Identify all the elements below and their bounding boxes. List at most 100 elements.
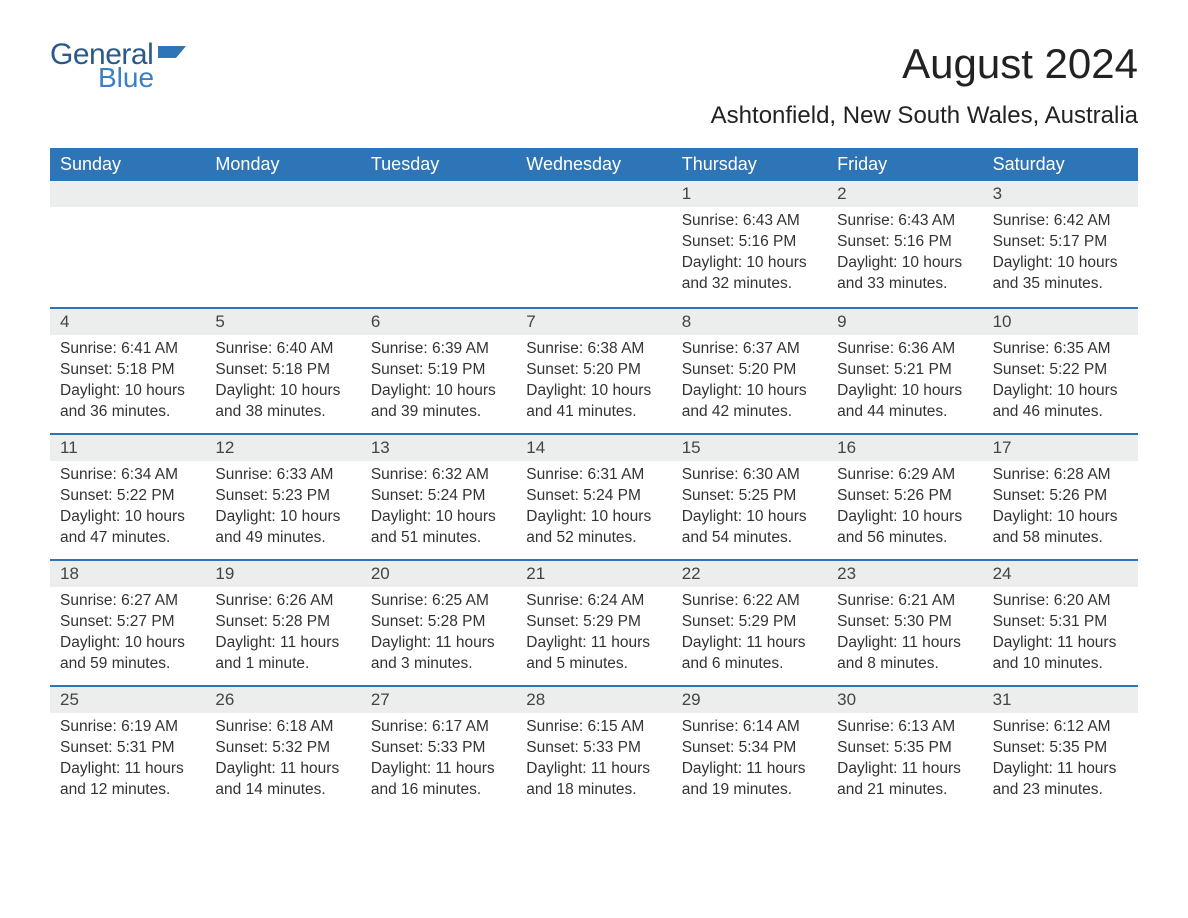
day-number: 6 <box>361 309 516 335</box>
day-body: Sunrise: 6:37 AMSunset: 5:20 PMDaylight:… <box>672 335 827 431</box>
day-cell: 16Sunrise: 6:29 AMSunset: 5:26 PMDayligh… <box>827 435 982 559</box>
sunrise-text: Sunrise: 6:37 AM <box>682 339 817 360</box>
sunset-text: Sunset: 5:18 PM <box>60 360 195 381</box>
daylight-text: Daylight: 10 hours and 54 minutes. <box>682 507 817 549</box>
daylight-text: Daylight: 10 hours and 49 minutes. <box>215 507 350 549</box>
daylight-text: Daylight: 11 hours and 8 minutes. <box>837 633 972 675</box>
daylight-text: Daylight: 11 hours and 10 minutes. <box>993 633 1128 675</box>
sunrise-text: Sunrise: 6:14 AM <box>682 717 817 738</box>
day-body: Sunrise: 6:26 AMSunset: 5:28 PMDaylight:… <box>205 587 360 683</box>
day-cell: 20Sunrise: 6:25 AMSunset: 5:28 PMDayligh… <box>361 561 516 685</box>
weekday-tuesday: Tuesday <box>361 148 516 181</box>
daylight-text: Daylight: 10 hours and 58 minutes. <box>993 507 1128 549</box>
day-body: Sunrise: 6:30 AMSunset: 5:25 PMDaylight:… <box>672 461 827 557</box>
weekday-friday: Friday <box>827 148 982 181</box>
logo-flag-icon <box>158 46 192 70</box>
sunrise-text: Sunrise: 6:36 AM <box>837 339 972 360</box>
day-cell: 26Sunrise: 6:18 AMSunset: 5:32 PMDayligh… <box>205 687 360 811</box>
daylight-text: Daylight: 10 hours and 39 minutes. <box>371 381 506 423</box>
sunrise-text: Sunrise: 6:31 AM <box>526 465 661 486</box>
daylight-text: Daylight: 10 hours and 33 minutes. <box>837 253 972 295</box>
day-body: Sunrise: 6:21 AMSunset: 5:30 PMDaylight:… <box>827 587 982 683</box>
day-number: 3 <box>983 181 1138 207</box>
day-cell: 10Sunrise: 6:35 AMSunset: 5:22 PMDayligh… <box>983 309 1138 433</box>
sunset-text: Sunset: 5:20 PM <box>682 360 817 381</box>
sunset-text: Sunset: 5:26 PM <box>993 486 1128 507</box>
day-number: 23 <box>827 561 982 587</box>
day-cell: 24Sunrise: 6:20 AMSunset: 5:31 PMDayligh… <box>983 561 1138 685</box>
sunset-text: Sunset: 5:21 PM <box>837 360 972 381</box>
sunset-text: Sunset: 5:31 PM <box>60 738 195 759</box>
day-body: Sunrise: 6:13 AMSunset: 5:35 PMDaylight:… <box>827 713 982 809</box>
day-number: 22 <box>672 561 827 587</box>
day-cell: 29Sunrise: 6:14 AMSunset: 5:34 PMDayligh… <box>672 687 827 811</box>
weekday-wednesday: Wednesday <box>516 148 671 181</box>
day-number: 7 <box>516 309 671 335</box>
day-cell: 18Sunrise: 6:27 AMSunset: 5:27 PMDayligh… <box>50 561 205 685</box>
day-number: 25 <box>50 687 205 713</box>
logo-text-blue: Blue <box>98 64 154 92</box>
day-cell: 30Sunrise: 6:13 AMSunset: 5:35 PMDayligh… <box>827 687 982 811</box>
sunset-text: Sunset: 5:29 PM <box>526 612 661 633</box>
sunset-text: Sunset: 5:22 PM <box>60 486 195 507</box>
sunset-text: Sunset: 5:16 PM <box>682 232 817 253</box>
location-label: Ashtonfield, New South Wales, Australia <box>711 102 1138 130</box>
day-cell: 12Sunrise: 6:33 AMSunset: 5:23 PMDayligh… <box>205 435 360 559</box>
sunrise-text: Sunrise: 6:33 AM <box>215 465 350 486</box>
day-body: Sunrise: 6:22 AMSunset: 5:29 PMDaylight:… <box>672 587 827 683</box>
day-cell: 13Sunrise: 6:32 AMSunset: 5:24 PMDayligh… <box>361 435 516 559</box>
sunrise-text: Sunrise: 6:13 AM <box>837 717 972 738</box>
daylight-text: Daylight: 10 hours and 59 minutes. <box>60 633 195 675</box>
day-body: Sunrise: 6:27 AMSunset: 5:27 PMDaylight:… <box>50 587 205 683</box>
weekday-sunday: Sunday <box>50 148 205 181</box>
day-body: Sunrise: 6:29 AMSunset: 5:26 PMDaylight:… <box>827 461 982 557</box>
day-number: 18 <box>50 561 205 587</box>
sunrise-text: Sunrise: 6:22 AM <box>682 591 817 612</box>
day-cell: 31Sunrise: 6:12 AMSunset: 5:35 PMDayligh… <box>983 687 1138 811</box>
sunrise-text: Sunrise: 6:40 AM <box>215 339 350 360</box>
day-cell <box>516 181 671 307</box>
day-number: 27 <box>361 687 516 713</box>
calendar: Sunday Monday Tuesday Wednesday Thursday… <box>50 148 1138 811</box>
day-number: 10 <box>983 309 1138 335</box>
day-cell: 2Sunrise: 6:43 AMSunset: 5:16 PMDaylight… <box>827 181 982 307</box>
day-body: Sunrise: 6:33 AMSunset: 5:23 PMDaylight:… <box>205 461 360 557</box>
daylight-text: Daylight: 10 hours and 56 minutes. <box>837 507 972 549</box>
daylight-text: Daylight: 10 hours and 42 minutes. <box>682 381 817 423</box>
week-row: 4Sunrise: 6:41 AMSunset: 5:18 PMDaylight… <box>50 307 1138 433</box>
day-cell: 9Sunrise: 6:36 AMSunset: 5:21 PMDaylight… <box>827 309 982 433</box>
day-body: Sunrise: 6:34 AMSunset: 5:22 PMDaylight:… <box>50 461 205 557</box>
daylight-text: Daylight: 11 hours and 12 minutes. <box>60 759 195 801</box>
day-body: Sunrise: 6:41 AMSunset: 5:18 PMDaylight:… <box>50 335 205 431</box>
daylight-text: Daylight: 10 hours and 38 minutes. <box>215 381 350 423</box>
sunset-text: Sunset: 5:27 PM <box>60 612 195 633</box>
day-number: 4 <box>50 309 205 335</box>
day-body: Sunrise: 6:24 AMSunset: 5:29 PMDaylight:… <box>516 587 671 683</box>
empty-day <box>205 181 360 207</box>
sunrise-text: Sunrise: 6:42 AM <box>993 211 1128 232</box>
sunrise-text: Sunrise: 6:39 AM <box>371 339 506 360</box>
daylight-text: Daylight: 10 hours and 32 minutes. <box>682 253 817 295</box>
daylight-text: Daylight: 11 hours and 16 minutes. <box>371 759 506 801</box>
day-number: 2 <box>827 181 982 207</box>
day-cell: 7Sunrise: 6:38 AMSunset: 5:20 PMDaylight… <box>516 309 671 433</box>
day-cell <box>50 181 205 307</box>
sunset-text: Sunset: 5:23 PM <box>215 486 350 507</box>
sunset-text: Sunset: 5:33 PM <box>371 738 506 759</box>
sunset-text: Sunset: 5:24 PM <box>526 486 661 507</box>
day-body: Sunrise: 6:43 AMSunset: 5:16 PMDaylight:… <box>672 207 827 303</box>
day-body: Sunrise: 6:40 AMSunset: 5:18 PMDaylight:… <box>205 335 360 431</box>
daylight-text: Daylight: 11 hours and 1 minute. <box>215 633 350 675</box>
sunset-text: Sunset: 5:22 PM <box>993 360 1128 381</box>
sunrise-text: Sunrise: 6:26 AM <box>215 591 350 612</box>
week-row: 18Sunrise: 6:27 AMSunset: 5:27 PMDayligh… <box>50 559 1138 685</box>
sunset-text: Sunset: 5:28 PM <box>371 612 506 633</box>
sunrise-text: Sunrise: 6:34 AM <box>60 465 195 486</box>
day-number: 15 <box>672 435 827 461</box>
day-cell: 21Sunrise: 6:24 AMSunset: 5:29 PMDayligh… <box>516 561 671 685</box>
day-number: 17 <box>983 435 1138 461</box>
day-number: 8 <box>672 309 827 335</box>
day-body: Sunrise: 6:20 AMSunset: 5:31 PMDaylight:… <box>983 587 1138 683</box>
day-number: 20 <box>361 561 516 587</box>
month-title: August 2024 <box>711 40 1138 88</box>
